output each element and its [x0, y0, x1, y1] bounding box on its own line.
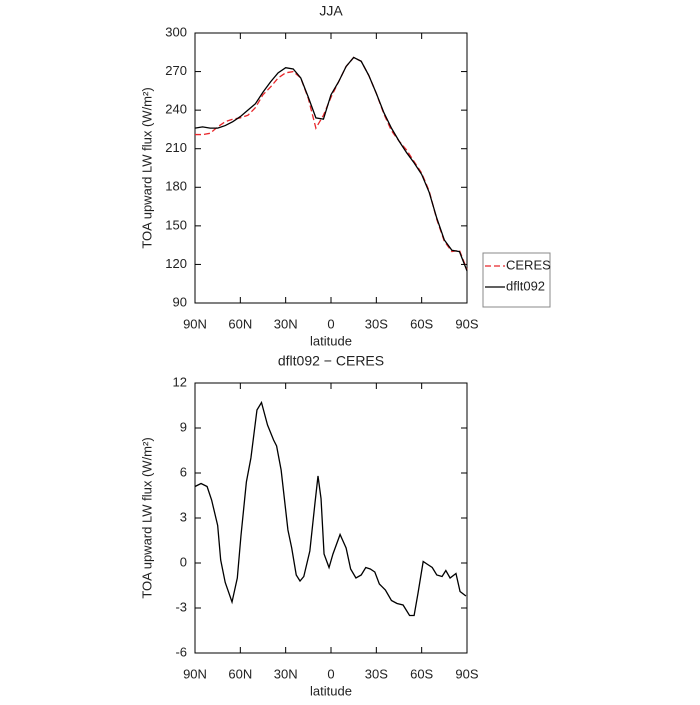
- data-line: [195, 56, 468, 270]
- x-tick-label: 0: [327, 666, 334, 681]
- y-tick-label: 270: [165, 63, 187, 78]
- y-tick-label: 300: [165, 24, 187, 39]
- y-tick-label: 6: [180, 464, 187, 479]
- y-tick-label: 90: [173, 294, 187, 309]
- data-line: [194, 400, 467, 617]
- y-tick-label: 0: [180, 554, 187, 569]
- data-line: [194, 56, 468, 272]
- x-axis-label: latitude: [310, 333, 352, 348]
- y-tick-label: 120: [165, 256, 187, 271]
- legend-box: [482, 252, 551, 308]
- chart-title: dflt092 − CERES: [278, 353, 384, 369]
- y-tick-label: 12: [173, 374, 187, 389]
- plot-frame: [194, 32, 468, 304]
- x-axis-label: latitude: [310, 683, 352, 698]
- legend-label: CERES: [506, 257, 551, 272]
- plot-frame: [194, 382, 468, 654]
- x-tick-label: 60N: [228, 666, 252, 681]
- x-tick-label: 30S: [365, 316, 388, 331]
- x-tick-label: 0: [327, 316, 334, 331]
- x-tick-label: 30N: [274, 316, 298, 331]
- x-tick-label: 60S: [410, 316, 433, 331]
- y-axis-label: TOA upward LW flux (W/m²): [139, 437, 154, 598]
- x-tick-label: 90S: [455, 316, 478, 331]
- x-tick-label: 60N: [228, 316, 252, 331]
- y-tick-label: 240: [165, 102, 187, 117]
- y-tick-label: 210: [165, 140, 187, 155]
- legend-label: dflt092: [506, 278, 545, 293]
- y-tick-label: 3: [180, 509, 187, 524]
- x-tick-label: 90N: [183, 666, 207, 681]
- y-tick-label: 180: [165, 179, 187, 194]
- x-tick-label: 30S: [365, 666, 388, 681]
- y-tick-label: -6: [175, 644, 187, 659]
- y-axis-label: TOA upward LW flux (W/m²): [139, 87, 154, 248]
- chart-title: JJA: [319, 3, 343, 19]
- x-tick-label: 90S: [455, 666, 478, 681]
- y-tick-label: -3: [175, 599, 187, 614]
- x-tick-label: 30N: [274, 666, 298, 681]
- y-tick-label: 9: [180, 419, 187, 434]
- x-tick-label: 90N: [183, 316, 207, 331]
- x-tick-label: 60S: [410, 666, 433, 681]
- y-tick-label: 150: [165, 217, 187, 232]
